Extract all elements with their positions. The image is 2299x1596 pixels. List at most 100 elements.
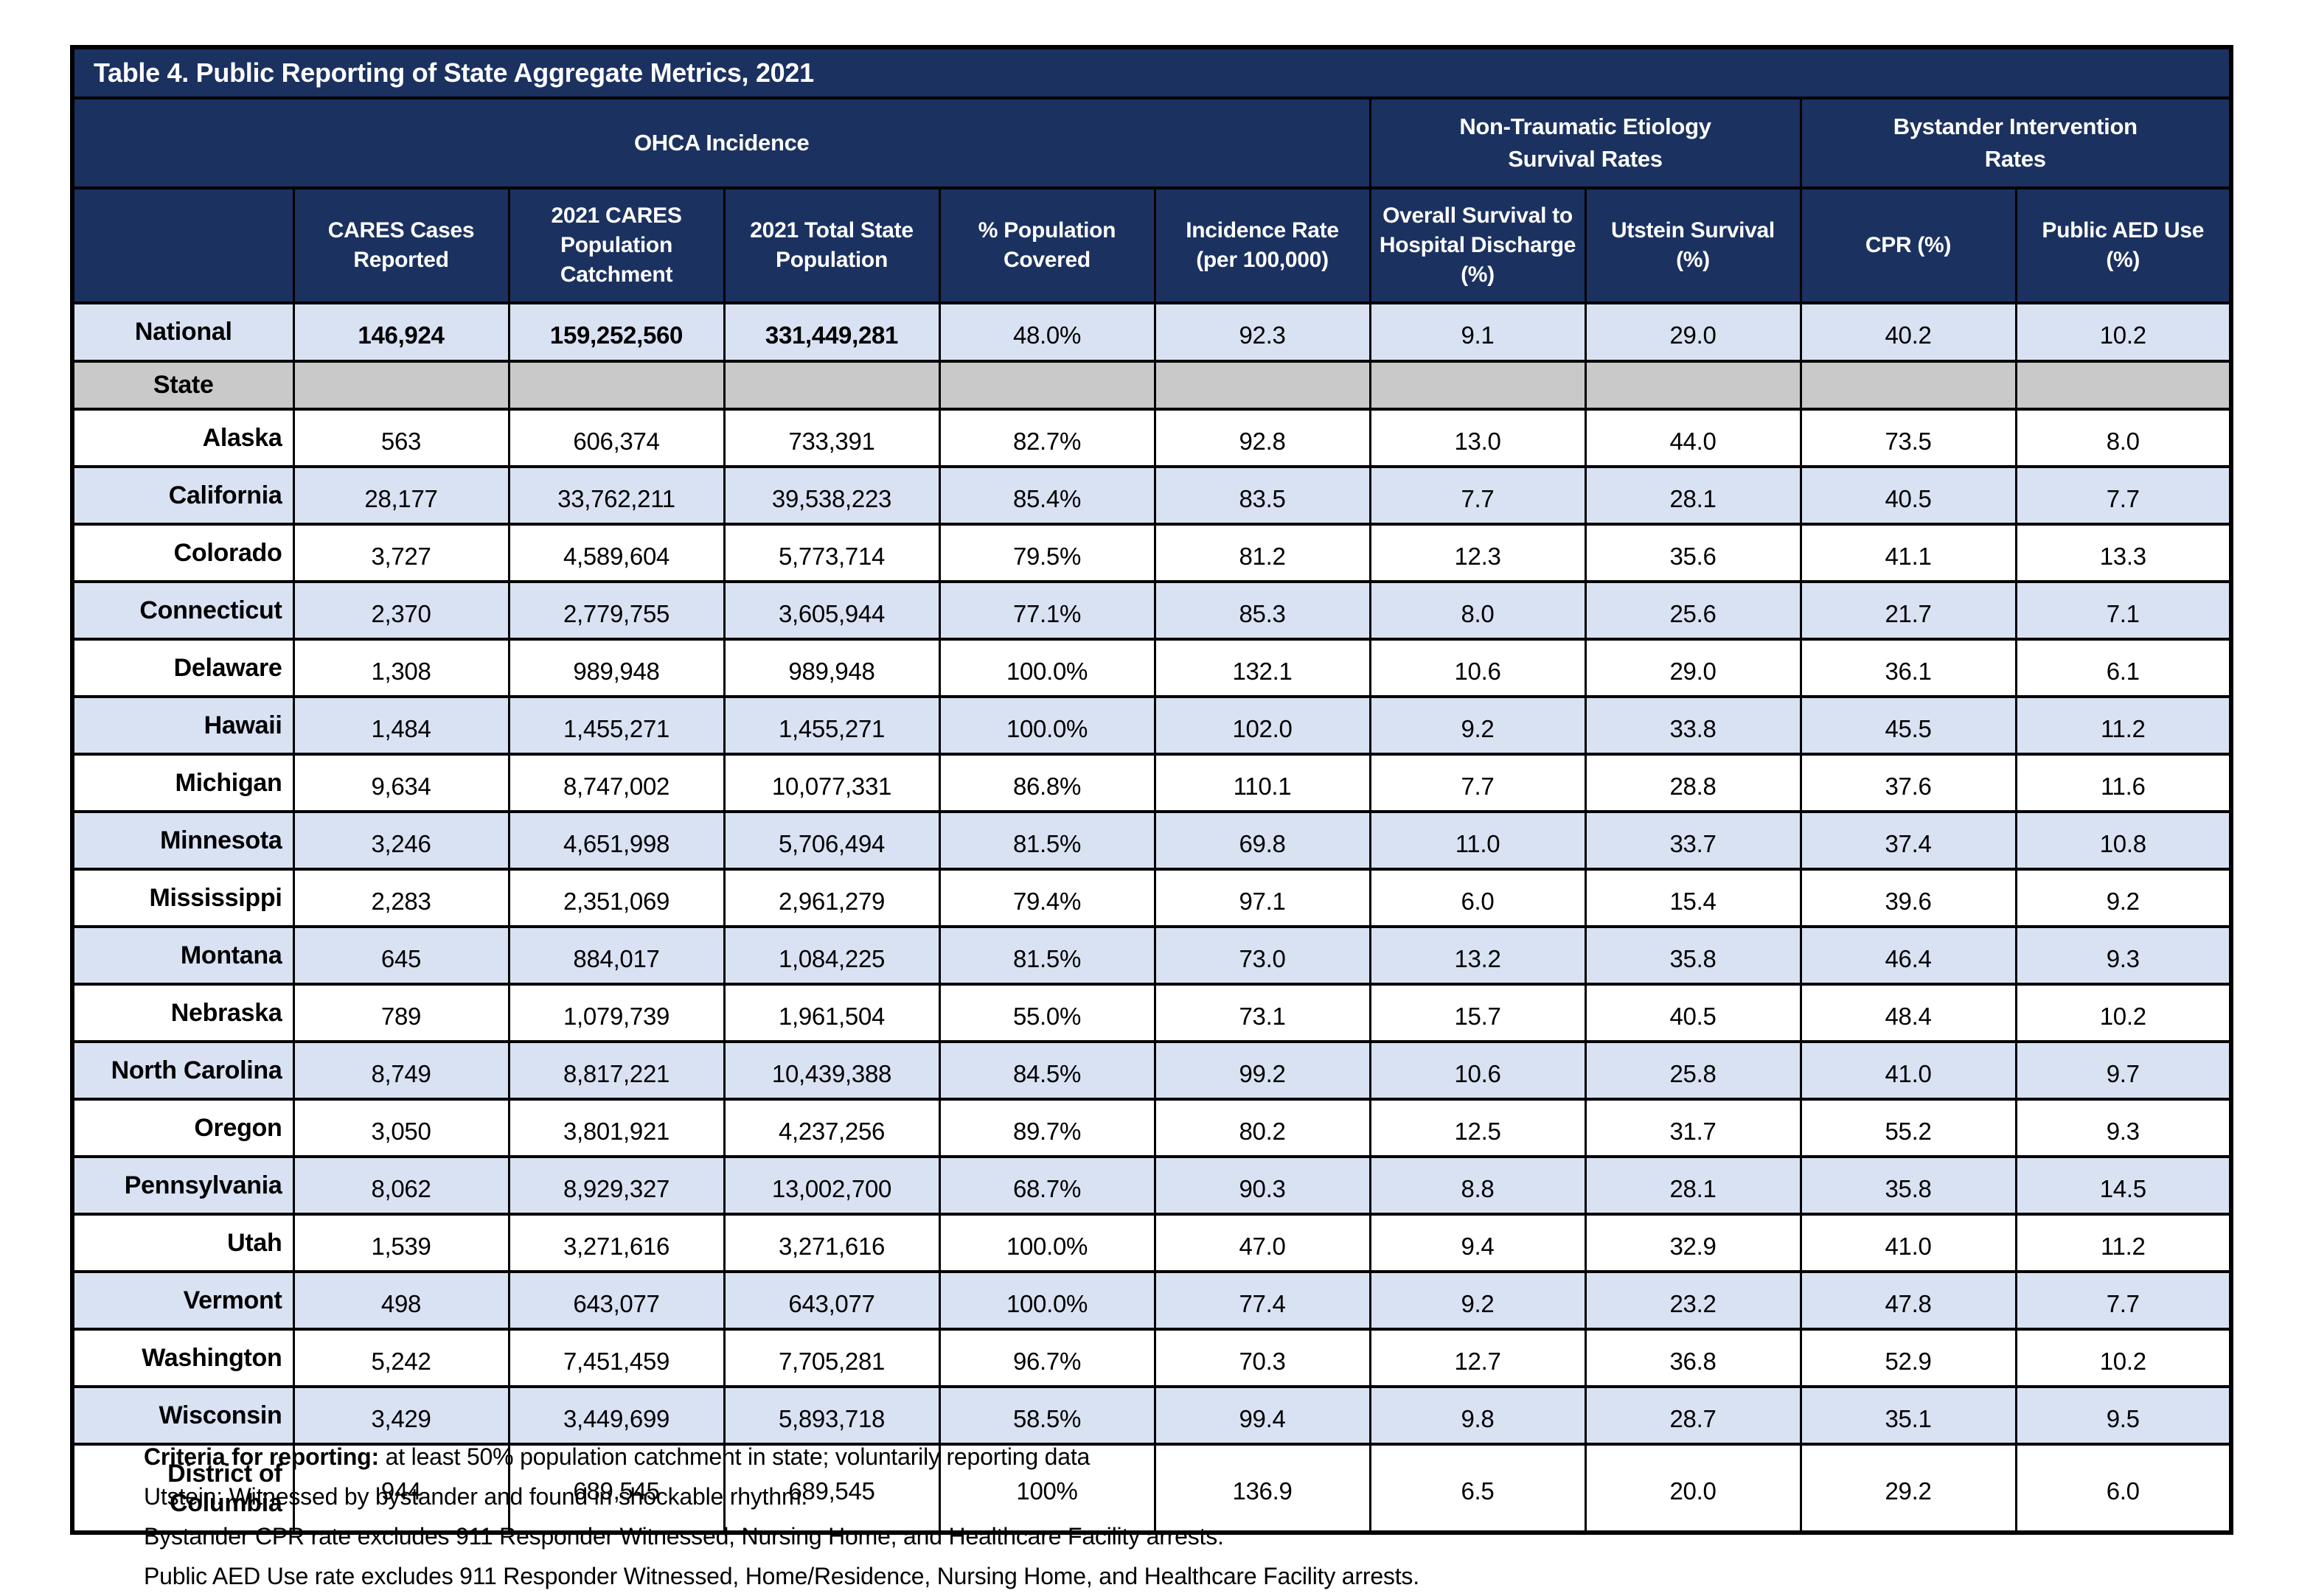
state-value: 2,351,069 [507, 868, 726, 928]
state-value: 3,271,616 [723, 1213, 941, 1273]
state-value: 52.9 [1799, 1328, 2017, 1388]
state-value: 81.5% [938, 925, 1156, 986]
state-value: 90.3 [1153, 1155, 1371, 1216]
footnote-line: Criteria for reporting: at least 50% pop… [144, 1437, 2299, 1477]
state-value: 25.8 [1584, 1040, 1802, 1101]
state-value: 9,634 [292, 753, 510, 813]
national-value: 92.3 [1153, 302, 1371, 363]
col-header-incidence-rate: Incidence Rate (per 100,000) [1153, 187, 1371, 304]
col-header-pct-covered: % Population Covered [938, 187, 1156, 304]
footnote-line: Bystander CPR rate excludes 911 Responde… [144, 1516, 2299, 1556]
state-value: 1,484 [292, 695, 510, 756]
state-value: 40.5 [1584, 983, 1802, 1043]
national-label: National [71, 302, 295, 363]
table-row: Wisconsin 3,429 3,449,699 5,893,718 58.5% 99.… [71, 1385, 2233, 1446]
empty-cell [1584, 360, 1802, 411]
state-value: 606,374 [507, 408, 726, 468]
state-value: 1,084,225 [723, 925, 941, 986]
state-value: 13.2 [1368, 925, 1587, 986]
state-value: 5,773,714 [723, 523, 941, 583]
state-value: 89.7% [938, 1098, 1156, 1158]
table-row: Nebraska 789 1,079,739 1,961,504 55.0% 73.1 15… [71, 983, 2233, 1043]
state-value: 10,077,331 [723, 753, 941, 813]
state-value: 28.1 [1584, 1155, 1802, 1216]
state-value: 73.5 [1799, 408, 2017, 468]
state-value: 7.7 [1368, 753, 1587, 813]
state-value: 15.7 [1368, 983, 1587, 1043]
state-value: 3,246 [292, 810, 510, 871]
empty-cell [1368, 360, 1587, 411]
col-header-cares-cases: CARES Cases Reported [292, 187, 510, 304]
state-value: 37.4 [1799, 810, 2017, 871]
table-row: Mississippi 2,283 2,351,069 2,961,279 79.4% 9… [71, 868, 2233, 928]
state-label: Michigan [71, 753, 295, 813]
table-row: Michigan 9,634 8,747,002 10,077,331 86.8% 110… [71, 753, 2233, 813]
state-value: 2,779,755 [507, 580, 726, 641]
national-value: 10.2 [2014, 302, 2233, 363]
footnote-text: Bystander CPR rate excludes 911 Responde… [144, 1523, 1224, 1550]
table-row: Montana 645 884,017 1,084,225 81.5% 73.0 13.2 3… [71, 925, 2233, 986]
empty-cell [507, 360, 726, 411]
state-value: 10.2 [2014, 983, 2233, 1043]
state-value: 8,747,002 [507, 753, 726, 813]
state-value: 86.8% [938, 753, 1156, 813]
state-value: 36.8 [1584, 1328, 1802, 1388]
state-value: 8,817,221 [507, 1040, 726, 1101]
report-table-container: Table 4. Public Reporting of State Aggre… [70, 45, 2233, 1589]
empty-cell [1799, 360, 2017, 411]
corner-cell [71, 187, 295, 304]
state-value: 5,893,718 [723, 1385, 941, 1446]
state-value: 31.7 [1584, 1098, 1802, 1158]
footnote-lead: Criteria for reporting: [144, 1443, 379, 1470]
state-aggregate-metrics-table: Table 4. Public Reporting of State Aggre… [70, 45, 2233, 1535]
state-section-row: State [71, 360, 2233, 411]
table-row: Utah 1,539 3,271,616 3,271,616 100.0% 47.0 9.4… [71, 1213, 2233, 1273]
state-value: 55.0% [938, 983, 1156, 1043]
state-value: 80.2 [1153, 1098, 1371, 1158]
state-value: 41.0 [1799, 1040, 2017, 1101]
state-value: 100.0% [938, 1213, 1156, 1273]
state-value: 33,762,211 [507, 465, 726, 526]
state-value: 28.1 [1584, 465, 1802, 526]
state-value: 11.2 [2014, 695, 2233, 756]
column-header-row: CARES Cases Reported 2021 CARES Populati… [71, 187, 2233, 304]
state-value: 81.5% [938, 810, 1156, 871]
state-value: 44.0 [1584, 408, 1802, 468]
state-label: North Carolina [71, 1040, 295, 1101]
state-value: 92.8 [1153, 408, 1371, 468]
state-value: 23.2 [1584, 1270, 1802, 1331]
state-value: 28,177 [292, 465, 510, 526]
state-value: 35.8 [1799, 1155, 2017, 1216]
state-value: 15.4 [1584, 868, 1802, 928]
state-value: 82.7% [938, 408, 1156, 468]
state-value: 563 [292, 408, 510, 468]
empty-cell [292, 360, 510, 411]
state-value: 4,237,256 [723, 1098, 941, 1158]
state-value: 9.2 [1368, 1270, 1587, 1331]
state-value: 3,050 [292, 1098, 510, 1158]
state-value: 13.0 [1368, 408, 1587, 468]
state-value: 2,283 [292, 868, 510, 928]
state-value: 12.7 [1368, 1328, 1587, 1388]
state-value: 102.0 [1153, 695, 1371, 756]
state-label: Mississippi [71, 868, 295, 928]
state-value: 32.9 [1584, 1213, 1802, 1273]
state-value: 69.8 [1153, 810, 1371, 871]
state-value: 47.0 [1153, 1213, 1371, 1273]
state-value: 9.5 [2014, 1385, 2233, 1446]
table-row: Alaska 563 606,374 733,391 82.7% 92.8 13.0 44.0… [71, 408, 2233, 468]
title-row: Table 4. Public Reporting of State Aggre… [71, 46, 2233, 100]
state-value: 2,370 [292, 580, 510, 641]
state-value: 1,455,271 [507, 695, 726, 756]
state-value: 77.4 [1153, 1270, 1371, 1331]
state-value: 45.5 [1799, 695, 2017, 756]
state-value: 733,391 [723, 408, 941, 468]
national-row: National 146,924 159,252,560 331,449,281 48.… [71, 302, 2233, 363]
table-row: Colorado 3,727 4,589,604 5,773,714 79.5% 81.2… [71, 523, 2233, 583]
state-value: 11.2 [2014, 1213, 2233, 1273]
state-value: 81.2 [1153, 523, 1371, 583]
state-value: 9.3 [2014, 925, 2233, 986]
national-value: 48.0% [938, 302, 1156, 363]
state-label: Montana [71, 925, 295, 986]
state-label: Washington [71, 1328, 295, 1388]
